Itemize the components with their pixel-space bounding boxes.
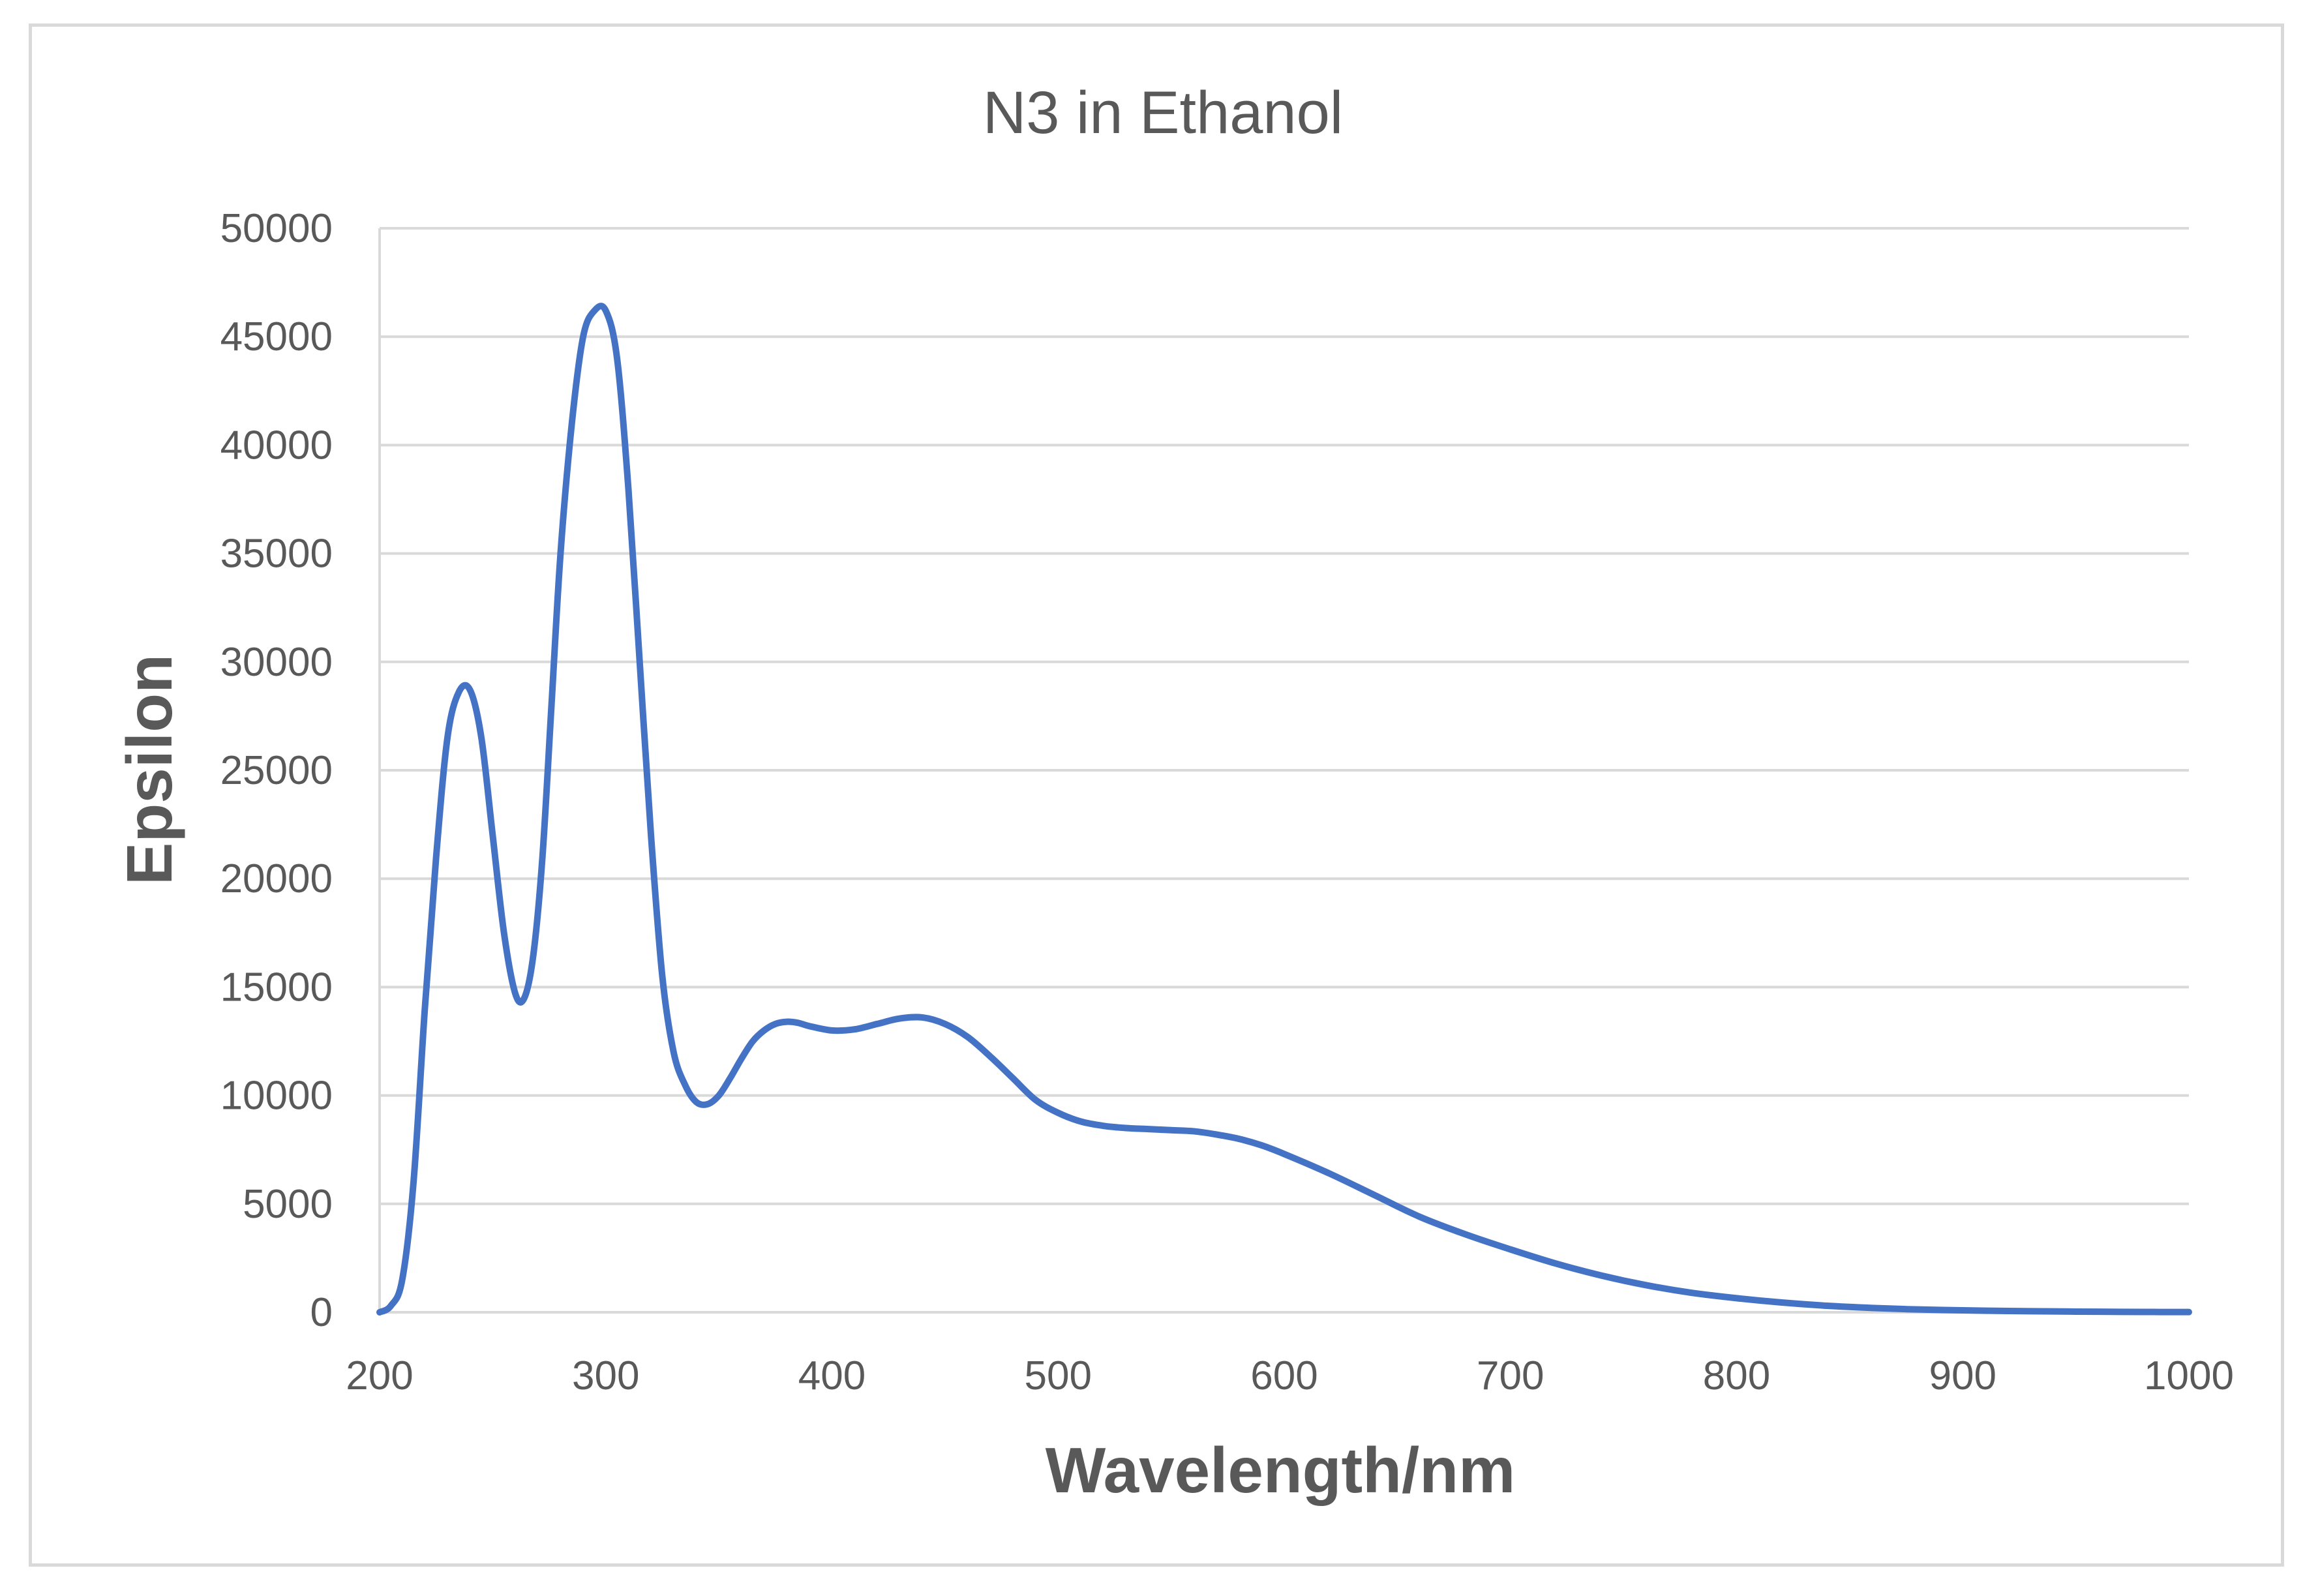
y-tick-label: 15000 xyxy=(220,965,333,1010)
y-axis-title: Epsilon xyxy=(113,654,185,885)
x-tick-label: 200 xyxy=(346,1353,413,1398)
y-tick-label: 5000 xyxy=(243,1182,333,1227)
chart-title: N3 in Ethanol xyxy=(983,80,1343,146)
y-tick-label: 40000 xyxy=(220,423,333,468)
y-tick-label: 0 xyxy=(310,1290,333,1335)
y-tick-labels: 0 5000 10000 15000 20000 25000 30000 35000 40000… xyxy=(220,206,333,1335)
x-tick-label: 1000 xyxy=(2144,1353,2234,1398)
x-tick-label: 500 xyxy=(1025,1353,1092,1398)
x-tick-label: 900 xyxy=(1929,1353,1996,1398)
x-tick-label: 300 xyxy=(572,1353,639,1398)
y-tick-label: 30000 xyxy=(220,640,333,685)
x-tick-label: 400 xyxy=(798,1353,866,1398)
x-tick-label: 700 xyxy=(1477,1353,1544,1398)
x-tick-label: 800 xyxy=(1703,1353,1770,1398)
axes xyxy=(378,228,2189,1314)
gridlines xyxy=(380,227,2189,1205)
y-tick-label: 25000 xyxy=(220,748,333,793)
y-tick-label: 35000 xyxy=(220,532,333,577)
x-tick-label: 600 xyxy=(1250,1353,1318,1398)
x-axis-title: Wavelength/nm xyxy=(1046,1434,1516,1506)
x-tick-labels: 200 300 400 500 600 700 800 900 1000 xyxy=(346,1353,2234,1398)
y-tick-label: 20000 xyxy=(220,856,333,901)
y-tick-label: 10000 xyxy=(220,1074,333,1119)
series-layer xyxy=(376,303,2192,1316)
y-tick-label: 50000 xyxy=(220,206,333,251)
series-line-epsilon xyxy=(376,303,2192,1316)
y-tick-label: 45000 xyxy=(220,314,333,359)
